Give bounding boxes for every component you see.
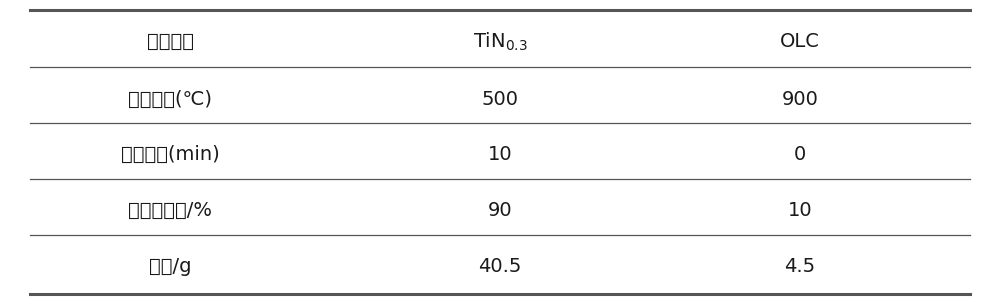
Text: 配方组成: 配方组成: [146, 32, 194, 51]
Text: OLC: OLC: [780, 32, 820, 51]
Text: 4.5: 4.5: [784, 257, 816, 276]
Text: 10: 10: [488, 146, 512, 164]
Text: 质量百分比/%: 质量百分比/%: [128, 201, 212, 220]
Text: 0: 0: [794, 146, 806, 164]
Text: 500: 500: [482, 90, 518, 108]
Text: 900: 900: [782, 90, 818, 108]
Text: 退火温度(℃): 退火温度(℃): [128, 90, 212, 108]
Text: 质量/g: 质量/g: [149, 257, 191, 276]
Text: 保温时间(min): 保温时间(min): [121, 146, 219, 164]
Text: 40.5: 40.5: [478, 257, 522, 276]
Text: 10: 10: [788, 201, 812, 220]
Text: TiN$_{0.3}$: TiN$_{0.3}$: [473, 31, 527, 53]
Text: 90: 90: [488, 201, 512, 220]
